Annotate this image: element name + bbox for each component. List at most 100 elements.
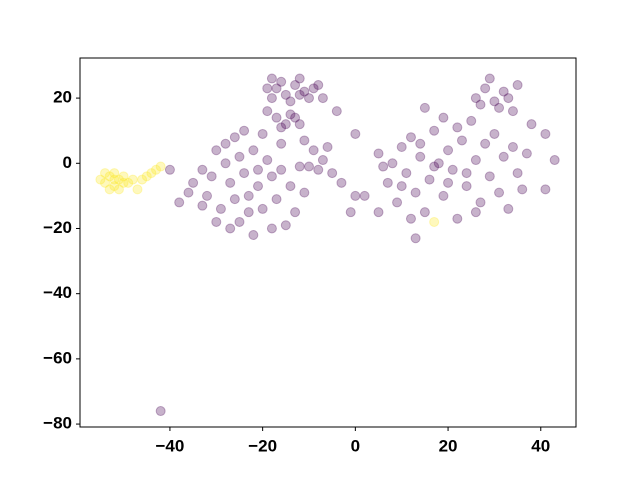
point <box>239 125 250 136</box>
point <box>480 83 491 94</box>
point <box>276 122 287 133</box>
x-tick-label: −20 <box>248 436 277 455</box>
point <box>109 174 120 185</box>
point <box>512 80 523 91</box>
point <box>294 161 305 172</box>
point <box>118 171 129 182</box>
point <box>521 148 532 159</box>
point <box>234 151 245 162</box>
point <box>146 168 157 179</box>
point <box>299 86 310 97</box>
point <box>202 190 213 201</box>
point <box>452 213 463 224</box>
point <box>280 119 291 130</box>
point <box>303 161 314 172</box>
point <box>100 168 111 179</box>
point <box>257 128 268 139</box>
point <box>248 145 259 156</box>
point <box>206 171 217 182</box>
point <box>503 93 514 104</box>
point <box>290 112 301 123</box>
point <box>317 93 328 104</box>
point <box>299 135 310 146</box>
point <box>197 200 208 211</box>
point <box>285 109 296 120</box>
point <box>271 112 282 123</box>
point <box>225 177 236 188</box>
point <box>392 197 403 208</box>
point <box>540 184 551 195</box>
point <box>549 155 560 166</box>
point <box>452 122 463 133</box>
point <box>405 132 416 143</box>
point <box>313 164 324 175</box>
point <box>308 83 319 94</box>
point <box>378 161 389 172</box>
point <box>415 138 426 149</box>
point <box>526 119 537 130</box>
point <box>489 96 500 107</box>
y-tick-label: −20 <box>43 218 72 237</box>
point <box>248 230 259 241</box>
point <box>498 86 509 97</box>
point <box>266 171 277 182</box>
point <box>484 73 495 84</box>
point <box>262 83 273 94</box>
point <box>285 96 296 107</box>
x-tick-label: 0 <box>351 436 360 455</box>
point <box>104 171 115 182</box>
point <box>141 171 152 182</box>
point <box>118 177 129 188</box>
point <box>350 190 361 201</box>
point <box>243 207 254 218</box>
point <box>387 158 398 169</box>
point <box>512 168 523 179</box>
point <box>303 93 314 104</box>
point <box>239 168 250 179</box>
point <box>294 73 305 84</box>
point <box>419 207 430 218</box>
point <box>280 89 291 100</box>
point <box>410 187 421 198</box>
point <box>498 151 509 162</box>
x-tick-label: −40 <box>156 436 185 455</box>
x-tick-label: 20 <box>439 436 458 455</box>
point <box>123 177 134 188</box>
point <box>494 187 505 198</box>
point <box>253 181 264 192</box>
point <box>215 203 226 214</box>
point <box>234 216 245 227</box>
point <box>290 207 301 218</box>
point <box>336 177 347 188</box>
point <box>461 181 472 192</box>
point <box>429 161 440 172</box>
point <box>155 161 166 172</box>
point <box>331 106 342 117</box>
point <box>429 216 440 227</box>
point <box>405 213 416 224</box>
point <box>494 102 505 113</box>
point <box>466 115 477 126</box>
point <box>429 125 440 136</box>
point <box>419 102 430 113</box>
point <box>461 168 472 179</box>
point <box>290 80 301 91</box>
point <box>266 223 277 234</box>
point <box>285 181 296 192</box>
point <box>438 190 449 201</box>
point <box>382 177 393 188</box>
point <box>95 174 106 185</box>
point <box>507 106 518 117</box>
y-tick-label: −80 <box>43 414 72 433</box>
point <box>211 145 222 156</box>
point <box>280 220 291 231</box>
plot-frame <box>79 57 577 428</box>
y-tick-label: −60 <box>43 348 72 367</box>
point <box>470 207 481 218</box>
point <box>447 164 458 175</box>
point <box>243 190 254 201</box>
point <box>308 145 319 156</box>
y-tick-label: 20 <box>53 88 72 107</box>
point <box>345 207 356 218</box>
